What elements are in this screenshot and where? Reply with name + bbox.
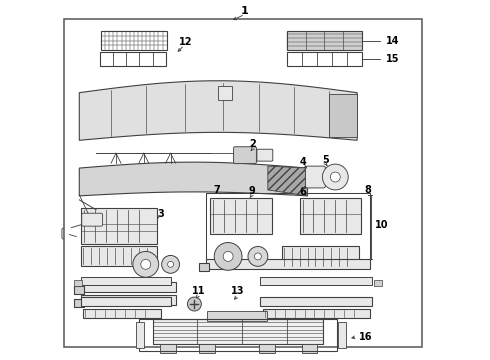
Circle shape: [141, 260, 151, 269]
Bar: [301, 344, 318, 353]
Bar: [81, 247, 157, 266]
Bar: [101, 31, 167, 50]
Circle shape: [214, 243, 242, 270]
FancyBboxPatch shape: [306, 166, 325, 188]
Polygon shape: [79, 81, 357, 140]
Bar: [74, 299, 84, 307]
Bar: [81, 277, 171, 285]
Bar: [218, 86, 232, 100]
FancyBboxPatch shape: [257, 149, 273, 161]
Bar: [199, 344, 215, 353]
Bar: [153, 319, 323, 344]
Bar: [338, 322, 346, 348]
Text: 5: 5: [322, 155, 329, 165]
Circle shape: [330, 172, 340, 182]
Text: 1: 1: [241, 6, 249, 16]
Polygon shape: [79, 162, 308, 196]
Circle shape: [248, 247, 268, 266]
Text: 15: 15: [386, 54, 399, 64]
Text: 12: 12: [179, 37, 192, 47]
Bar: [160, 344, 175, 353]
Text: 11: 11: [192, 286, 205, 296]
Text: 9: 9: [248, 186, 255, 196]
Bar: [206, 193, 370, 262]
Bar: [136, 322, 144, 348]
Bar: [260, 297, 372, 306]
Circle shape: [188, 297, 201, 311]
Bar: [299, 198, 361, 234]
Bar: [282, 247, 359, 268]
Bar: [199, 264, 209, 271]
Bar: [329, 94, 357, 137]
Text: 13: 13: [231, 286, 245, 296]
Bar: [83, 309, 161, 318]
Bar: [81, 208, 157, 243]
Bar: [74, 286, 84, 294]
Bar: [374, 280, 382, 286]
Bar: [263, 309, 370, 318]
Text: 4: 4: [299, 157, 306, 167]
Bar: [207, 311, 267, 321]
Polygon shape: [268, 166, 308, 196]
Circle shape: [223, 251, 233, 261]
Bar: [139, 319, 337, 351]
FancyBboxPatch shape: [234, 147, 256, 164]
Bar: [287, 31, 362, 50]
Bar: [259, 344, 275, 353]
Bar: [260, 277, 372, 285]
Bar: [81, 297, 171, 306]
Bar: [74, 280, 82, 286]
Bar: [81, 282, 175, 292]
Circle shape: [133, 251, 159, 277]
Circle shape: [322, 164, 348, 190]
Text: 16: 16: [359, 332, 372, 342]
Bar: [81, 295, 175, 305]
Text: 14: 14: [386, 36, 399, 46]
Bar: [206, 260, 370, 269]
Text: 3: 3: [157, 209, 164, 219]
Circle shape: [254, 253, 261, 260]
Circle shape: [162, 255, 179, 273]
Bar: [210, 198, 272, 234]
Bar: [100, 52, 166, 66]
FancyBboxPatch shape: [82, 213, 102, 226]
Circle shape: [168, 261, 173, 267]
FancyBboxPatch shape: [62, 228, 77, 239]
Text: 6: 6: [299, 187, 306, 197]
Text: 7: 7: [213, 185, 220, 195]
Text: 2: 2: [249, 139, 256, 149]
Text: 8: 8: [364, 185, 371, 195]
Bar: [287, 52, 362, 66]
Bar: [64, 19, 421, 347]
Text: 10: 10: [375, 220, 389, 230]
